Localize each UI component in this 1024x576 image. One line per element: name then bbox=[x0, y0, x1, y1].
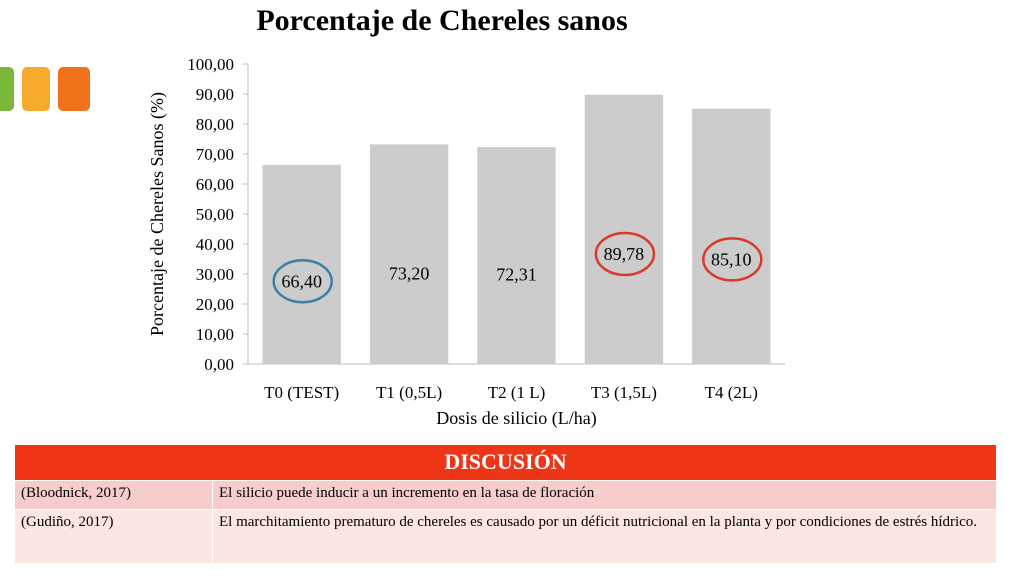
bar bbox=[262, 164, 341, 364]
discussion-header-row: DISCUSIÓN bbox=[14, 444, 997, 481]
y-tick-label: 20,00 bbox=[196, 295, 234, 314]
table-row: (Gudiño, 2017) El marchitamiento prematu… bbox=[14, 509, 997, 564]
x-tick-label: T2 (1 L) bbox=[488, 383, 546, 402]
discussion-header: DISCUSIÓN bbox=[14, 444, 997, 481]
highlight-circle bbox=[594, 231, 656, 277]
y-tick-label: 60,00 bbox=[196, 175, 234, 194]
y-tick-label: 90,00 bbox=[196, 85, 234, 104]
x-tick-label: T3 (1,5L) bbox=[591, 383, 657, 402]
orange-accent-block bbox=[58, 67, 90, 111]
citation-cell: (Gudiño, 2017) bbox=[14, 509, 213, 564]
bar bbox=[692, 108, 771, 364]
data-label: 89,78 bbox=[604, 244, 645, 264]
bar bbox=[369, 144, 449, 364]
highlight-circle bbox=[702, 237, 763, 282]
y-tick-label: 100,00 bbox=[187, 55, 234, 74]
y-tick-label: 80,00 bbox=[196, 115, 234, 134]
discussion-text-cell: El silicio puede inducir a un incremento… bbox=[212, 480, 997, 510]
x-axis-title: Dosis de silicio (L/ha) bbox=[436, 408, 596, 429]
chart-title: Porcentaje de Chereles sanos bbox=[256, 4, 628, 37]
yellow-accent-block bbox=[22, 67, 50, 111]
data-label: 73,20 bbox=[389, 263, 430, 283]
discussion-table: DISCUSIÓN (Bloodnick, 2017) El silicio p… bbox=[14, 444, 997, 564]
x-tick-label: T4 (2L) bbox=[705, 383, 758, 402]
y-tick-label: 50,00 bbox=[196, 205, 234, 224]
data-label: 66,40 bbox=[281, 271, 322, 291]
discussion-text-cell: El marchitamiento prematuro de chereles … bbox=[212, 509, 997, 564]
y-tick-label: 0,00 bbox=[204, 355, 234, 374]
y-tick-label: 40,00 bbox=[196, 235, 234, 254]
y-tick-label: 70,00 bbox=[196, 145, 234, 164]
x-tick-label: T0 (TEST) bbox=[264, 383, 339, 402]
y-tick-label: 10,00 bbox=[196, 325, 234, 344]
data-label: 72,31 bbox=[496, 264, 537, 284]
y-tick-label: 30,00 bbox=[196, 265, 234, 284]
green-accent-block bbox=[0, 67, 14, 111]
highlight-circle bbox=[272, 259, 333, 304]
table-row: (Bloodnick, 2017) El silicio puede induc… bbox=[14, 480, 997, 510]
bar bbox=[584, 94, 664, 364]
data-label: 85,10 bbox=[711, 249, 752, 269]
bar-chart: 0,00 10,00 20,00 30,00 40,00 50,00 60,00 70,00 8… bbox=[147, 55, 785, 429]
bar bbox=[477, 147, 556, 364]
citation-cell: (Bloodnick, 2017) bbox=[14, 480, 213, 510]
y-axis-title: Porcentaje de Chereles Sanos (%) bbox=[147, 92, 168, 336]
x-tick-label: T1 (0,5L) bbox=[376, 383, 442, 402]
